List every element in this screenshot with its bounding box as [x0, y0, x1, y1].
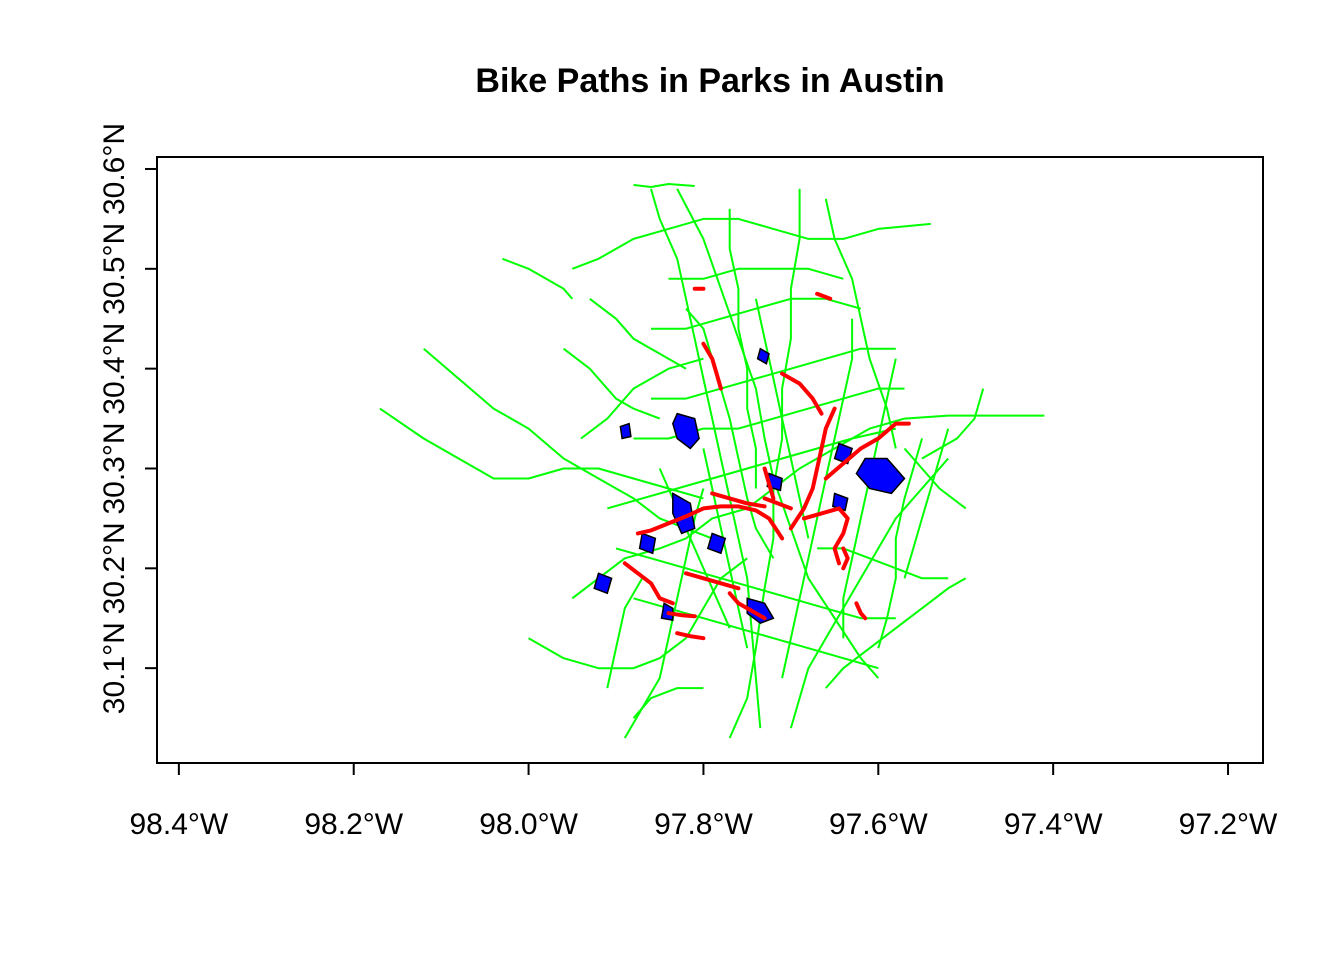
park-bike-paths-layer	[622, 286, 911, 641]
bike-path-line	[632, 687, 704, 719]
park-bike-path-line	[802, 506, 850, 566]
park-bike-path-line	[762, 466, 776, 501]
bike-path-line	[615, 547, 896, 620]
park-bike-path-line	[780, 371, 824, 416]
bike-path-line	[903, 447, 967, 510]
bike-path-line	[423, 347, 713, 540]
bike-path-line	[685, 308, 775, 559]
y-tick-label: 30.3°N	[98, 422, 131, 514]
park-bike-path-line	[762, 496, 793, 511]
bike-path-line	[607, 427, 897, 510]
x-tick-label: 98.2°W	[304, 808, 403, 841]
bike-path-line	[528, 557, 748, 670]
park-bike-path-line	[788, 406, 837, 531]
bike-path-line	[781, 318, 854, 679]
bike-path-line	[379, 407, 704, 500]
bike-path-line	[702, 448, 749, 649]
x-axis: 98.4°W 98.2°W 98.0°W 97.8°W 97.6°W 97.4°W 97.2…	[130, 763, 1278, 841]
bike-path-line	[650, 188, 762, 729]
parks-layer	[593, 347, 906, 625]
park-bike-path-line	[666, 611, 697, 619]
park-polygon	[706, 532, 727, 555]
x-tick-label: 97.4°W	[1004, 808, 1103, 841]
park-polygon	[855, 457, 906, 495]
park-polygon	[672, 492, 696, 535]
x-tick-label: 97.8°W	[654, 808, 753, 841]
y-tick-label: 30.2°N	[98, 522, 131, 614]
bike-path-line	[562, 347, 661, 420]
bike-path-line	[658, 468, 731, 629]
bike-path-line	[633, 183, 695, 188]
bike-path-line	[842, 358, 897, 639]
bike-path-line	[589, 298, 687, 370]
park-bike-path-line	[815, 291, 833, 301]
plot-frame	[156, 156, 1264, 764]
park-bike-path-line	[701, 341, 723, 391]
bike-path-line	[877, 438, 923, 649]
x-tick-label: 98.0°W	[479, 808, 578, 841]
bike-path-line	[903, 428, 950, 579]
bike-path-line	[633, 597, 879, 670]
park-polygon	[672, 412, 700, 450]
park-polygon	[619, 422, 632, 440]
bike-path-line	[651, 347, 896, 400]
x-tick-label: 97.6°W	[829, 808, 928, 841]
bike-path-line	[789, 457, 949, 729]
bike-path-line	[668, 267, 844, 280]
park-bike-path-line	[684, 571, 741, 591]
park-bike-path-line	[823, 421, 911, 481]
park-bike-path-line	[622, 561, 675, 606]
y-tick-label: 30.4°N	[98, 323, 131, 415]
bike-path-line	[825, 577, 967, 689]
bike-path-line	[817, 547, 949, 580]
bike-paths-layer	[379, 183, 1045, 739]
park-polygon	[831, 492, 849, 512]
bike-path-line	[728, 208, 757, 489]
y-tick-label: 30.6°N	[98, 123, 131, 215]
park-bike-path-line	[710, 491, 767, 509]
park-polygon	[756, 347, 770, 365]
y-tick-label: 30.1°N	[98, 622, 131, 714]
park-bike-path-line	[854, 601, 868, 621]
bike-path-line	[728, 188, 801, 739]
bike-path-line	[606, 577, 644, 689]
bike-path-line	[571, 414, 1045, 600]
park-bike-path-line	[727, 591, 767, 621]
chart-title: Bike Paths in Parks in Austin	[475, 62, 944, 100]
y-axis: 30.1°N 30.2°N 30.3°N 30.4°N 30.5°N 30.6°N	[98, 123, 157, 714]
park-polygon	[746, 597, 775, 625]
bike-path-line	[676, 188, 880, 679]
bike-path-line	[580, 357, 704, 440]
park-polygon	[638, 532, 657, 555]
bike-path-line	[571, 217, 931, 270]
x-tick-label: 98.4°W	[130, 808, 229, 841]
y-tick-label: 30.5°N	[98, 223, 131, 315]
park-bike-path-line	[675, 631, 706, 641]
bike-path-line	[502, 257, 574, 300]
bike-path-line	[921, 388, 985, 460]
bike-path-line	[754, 298, 810, 539]
x-tick-label: 97.2°W	[1179, 808, 1278, 841]
park-bike-path-line	[635, 504, 785, 541]
park-bike-path-line	[841, 546, 850, 571]
park-polygon	[593, 572, 613, 595]
